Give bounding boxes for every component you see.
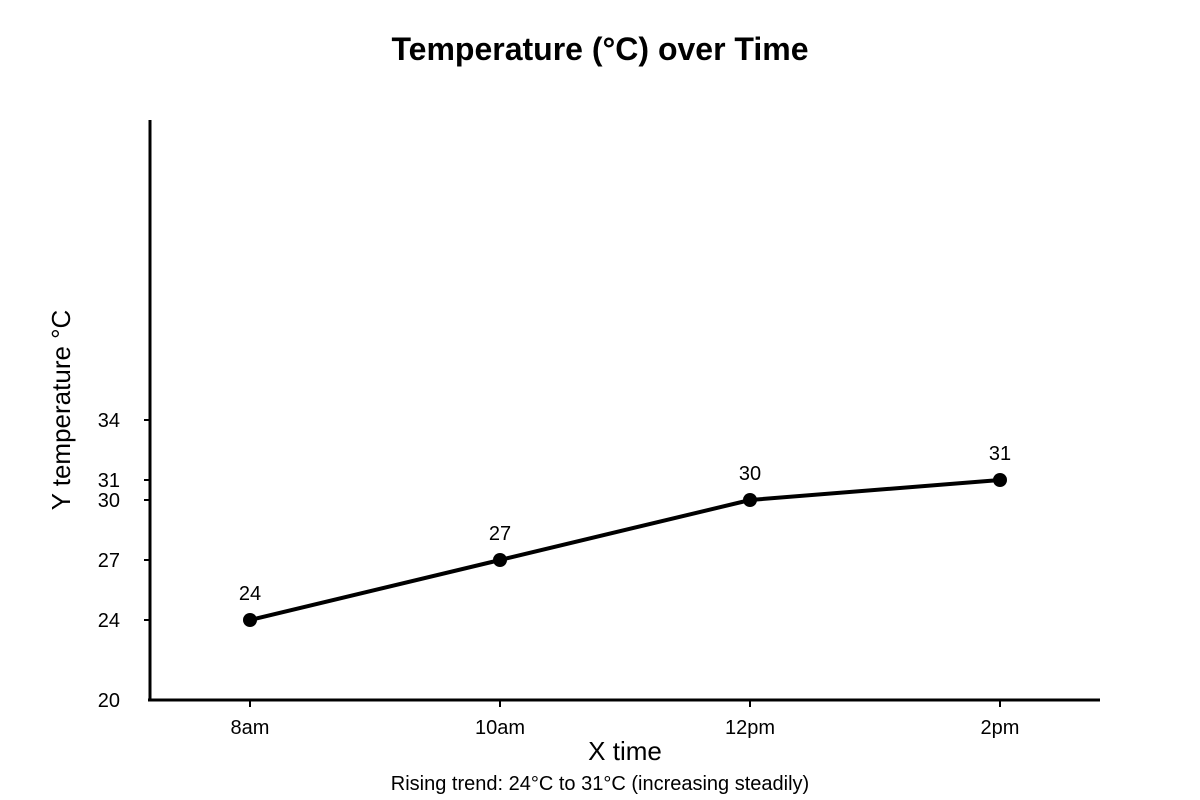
- data-point: [993, 473, 1007, 487]
- chart-title: Temperature (°C) over Time: [391, 31, 808, 67]
- y-tick-label: 27: [98, 550, 120, 572]
- y-axis-title: Y temperature °C: [46, 310, 76, 511]
- data-label: 27: [489, 523, 511, 545]
- y-tick-label: 24: [98, 610, 120, 632]
- y-tick-label: 20: [98, 690, 120, 712]
- y-tick-label: 31: [98, 470, 120, 492]
- x-tick-label: 10am: [475, 717, 525, 739]
- x-tick-label: 12pm: [725, 717, 775, 739]
- data-label: 30: [739, 463, 761, 485]
- chart-caption: Rising trend: 24°C to 31°C (increasing s…: [391, 773, 809, 795]
- data-point: [243, 613, 257, 627]
- x-axis-title: X time: [588, 736, 662, 766]
- y-tick-label: 30: [98, 490, 120, 512]
- data-point: [493, 553, 507, 567]
- data-label: 31: [989, 443, 1011, 465]
- series-layer: 24 27 30 31: [239, 443, 1011, 627]
- x-tick-label: 2pm: [981, 717, 1020, 739]
- data-point: [743, 493, 757, 507]
- series-line: [249, 478, 1001, 622]
- x-tick-label: 8am: [231, 717, 270, 739]
- y-tick-label: 34: [98, 410, 120, 432]
- data-label: 24: [239, 583, 261, 605]
- x-axis-ticks: 8am 10am 12pm 2pm: [231, 700, 1020, 739]
